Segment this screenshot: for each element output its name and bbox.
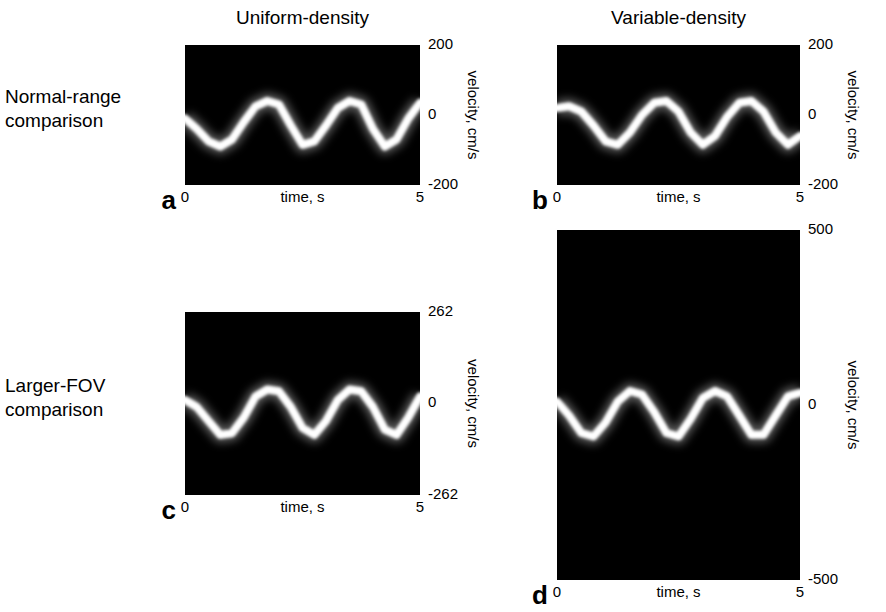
velocity-halo	[185, 390, 420, 435]
velocity-trace	[185, 101, 420, 147]
figure: Uniform-density Variable-density Normal-ra…	[0, 0, 886, 612]
y-tick-label: 0	[808, 395, 816, 412]
y-tick-label: 200	[808, 35, 833, 52]
x-axis-title: time, s	[280, 498, 324, 515]
row-title: Larger-FOVcomparison	[5, 375, 106, 420]
plot-area	[185, 101, 420, 147]
y-tick-label: -262	[428, 485, 458, 502]
y-tick-label: 262	[428, 302, 453, 319]
x-tick-label: 5	[416, 498, 424, 515]
y-tick-label: 200	[428, 35, 453, 52]
plot-background	[557, 230, 800, 580]
x-tick-label: 5	[796, 583, 804, 600]
x-tick-label: 0	[181, 498, 189, 515]
x-tick-label: 0	[553, 188, 561, 205]
row-title: Normal-rangecomparison	[5, 86, 121, 131]
x-axis-title: time, s	[656, 188, 700, 205]
plot-area	[557, 391, 800, 437]
velocity-halo	[185, 101, 420, 147]
y-tick-label: -200	[808, 175, 838, 192]
y-tick-label: 0	[808, 105, 816, 122]
plot-area	[557, 101, 800, 145]
x-axis-title: time, s	[280, 188, 324, 205]
x-tick-label: 5	[416, 188, 424, 205]
velocity-halo	[557, 391, 800, 437]
y-tick-label: 0	[428, 105, 436, 122]
panel-letter: d	[532, 580, 548, 610]
plot-background	[557, 45, 800, 185]
y-tick-label: -200	[428, 175, 458, 192]
plot-area	[185, 390, 420, 435]
velocity-trace	[557, 101, 800, 145]
y-axis-title: velocity, cm/s	[845, 71, 862, 160]
column-title: Variable-density	[611, 7, 746, 28]
y-tick-label: 500	[808, 220, 833, 237]
panel-letter: a	[162, 185, 177, 215]
y-axis-title: velocity, cm/s	[465, 71, 482, 160]
plot-background	[185, 45, 420, 185]
x-axis-title: time, s	[656, 583, 700, 600]
x-tick-label: 5	[796, 188, 804, 205]
y-axis-title: velocity, cm/s	[845, 361, 862, 450]
velocity-trace	[557, 391, 800, 437]
panel-letter: b	[532, 185, 548, 215]
plot-background	[185, 312, 420, 495]
velocity-trace	[185, 390, 420, 435]
panel-letter: c	[162, 495, 176, 525]
velocity-halo	[557, 101, 800, 145]
column-title: Uniform-density	[236, 7, 370, 28]
x-tick-label: 0	[553, 583, 561, 600]
y-tick-label: -500	[808, 570, 838, 587]
y-tick-label: 0	[428, 393, 436, 410]
x-tick-label: 0	[181, 188, 189, 205]
y-axis-title: velocity, cm/s	[465, 359, 482, 448]
